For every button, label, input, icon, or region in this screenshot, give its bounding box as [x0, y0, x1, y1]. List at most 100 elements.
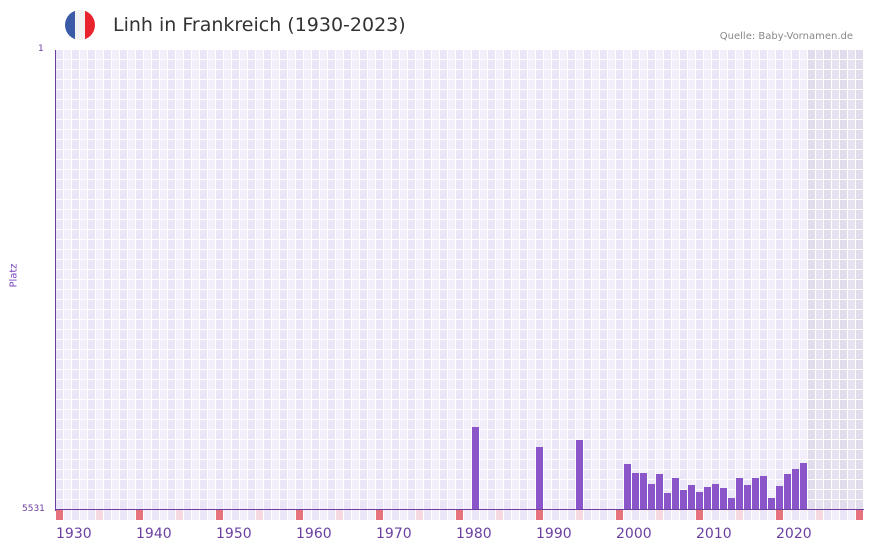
- x-axis-year-markers: [56, 510, 864, 520]
- bar-2015[interactable]: [736, 478, 743, 510]
- year-marker: [672, 510, 679, 520]
- bar-2003[interactable]: [640, 473, 647, 510]
- x-tick-label: 1940: [136, 526, 172, 542]
- year-marker: [352, 510, 359, 520]
- year-marker: [664, 510, 671, 520]
- grid-column: [488, 50, 495, 510]
- year-marker: [208, 510, 215, 520]
- bar-2023[interactable]: [800, 463, 807, 510]
- year-marker: [184, 510, 191, 520]
- flag-blue-stripe: [65, 10, 75, 40]
- grid-column: [80, 50, 87, 510]
- year-marker: [336, 510, 343, 520]
- flag-red-stripe: [85, 10, 95, 40]
- bar-2001[interactable]: [624, 464, 631, 510]
- year-marker: [80, 510, 87, 520]
- grid-column: [264, 50, 271, 510]
- year-marker: [400, 510, 407, 520]
- year-marker: [232, 510, 239, 520]
- year-marker: [392, 510, 399, 520]
- bar-2010[interactable]: [696, 492, 703, 510]
- year-marker: [560, 510, 567, 520]
- year-marker: [448, 510, 455, 520]
- year-marker: [704, 510, 711, 520]
- bar-2019[interactable]: [768, 498, 775, 510]
- grid-column: [784, 50, 791, 510]
- flag-white-stripe: [75, 10, 85, 40]
- bar-1995[interactable]: [576, 440, 583, 510]
- year-marker: [464, 510, 471, 520]
- grid-column: [752, 50, 759, 510]
- grid-column: [216, 50, 223, 510]
- year-marker: [688, 510, 695, 520]
- grid-column: [288, 50, 295, 510]
- bar-2006[interactable]: [664, 493, 671, 510]
- bar-2004[interactable]: [648, 484, 655, 510]
- grid-column: [296, 50, 303, 510]
- year-marker: [840, 510, 847, 520]
- grid-column: [312, 50, 319, 510]
- bar-2008[interactable]: [680, 490, 687, 510]
- grid-column: [344, 50, 351, 510]
- year-marker: [320, 510, 327, 520]
- year-marker: [168, 510, 175, 520]
- grid-column: [776, 50, 783, 510]
- y-tick-bottom: 5531: [22, 504, 45, 514]
- decade-marker: [136, 510, 143, 520]
- bar-2021[interactable]: [784, 474, 791, 510]
- y-tick-top: 1: [38, 44, 44, 54]
- grid-column: [560, 50, 567, 510]
- year-marker: [472, 510, 479, 520]
- year-marker: [792, 510, 799, 520]
- bar-2018[interactable]: [760, 476, 767, 510]
- x-tick-label: 1980: [456, 526, 492, 542]
- bar-2013[interactable]: [720, 488, 727, 510]
- bar-2002[interactable]: [632, 473, 639, 510]
- bar-2005[interactable]: [656, 474, 663, 510]
- grid-column: [816, 50, 823, 510]
- bar-2012[interactable]: [712, 484, 719, 510]
- year-marker: [248, 510, 255, 520]
- year-marker: [592, 510, 599, 520]
- year-marker: [528, 510, 535, 520]
- grid-column: [768, 50, 775, 510]
- decade-marker: [456, 510, 463, 520]
- bar-2020[interactable]: [776, 486, 783, 510]
- x-axis-line: [56, 509, 864, 510]
- bar-2017[interactable]: [752, 478, 759, 510]
- grid-column: [760, 50, 767, 510]
- grid-column: [128, 50, 135, 510]
- grid-column: [176, 50, 183, 510]
- grid-column: [800, 50, 807, 510]
- grid-column: [712, 50, 719, 510]
- bar-2014[interactable]: [728, 498, 735, 510]
- bar-2011[interactable]: [704, 487, 711, 510]
- decade-marker: [616, 510, 623, 520]
- grid-column: [336, 50, 343, 510]
- bar-1982[interactable]: [472, 427, 479, 510]
- grid-column: [632, 50, 639, 510]
- year-marker: [488, 510, 495, 520]
- grid-column: [840, 50, 847, 510]
- year-marker: [192, 510, 199, 520]
- bar-2022[interactable]: [792, 469, 799, 510]
- year-marker: [72, 510, 79, 520]
- grid-column: [464, 50, 471, 510]
- grid-column: [584, 50, 591, 510]
- decade-marker: [216, 510, 223, 520]
- x-tick-label: 1990: [536, 526, 572, 542]
- decade-marker: [696, 510, 703, 520]
- year-marker: [632, 510, 639, 520]
- bar-2007[interactable]: [672, 478, 679, 510]
- decade-marker: [856, 510, 863, 520]
- grid-column: [112, 50, 119, 510]
- grid-column: [824, 50, 831, 510]
- grid-column: [512, 50, 519, 510]
- bar-2016[interactable]: [744, 485, 751, 510]
- bar-2009[interactable]: [688, 485, 695, 510]
- year-marker: [640, 510, 647, 520]
- grid-column: [568, 50, 575, 510]
- bar-1990[interactable]: [536, 447, 543, 510]
- grid-column: [744, 50, 751, 510]
- grid-column: [856, 50, 863, 510]
